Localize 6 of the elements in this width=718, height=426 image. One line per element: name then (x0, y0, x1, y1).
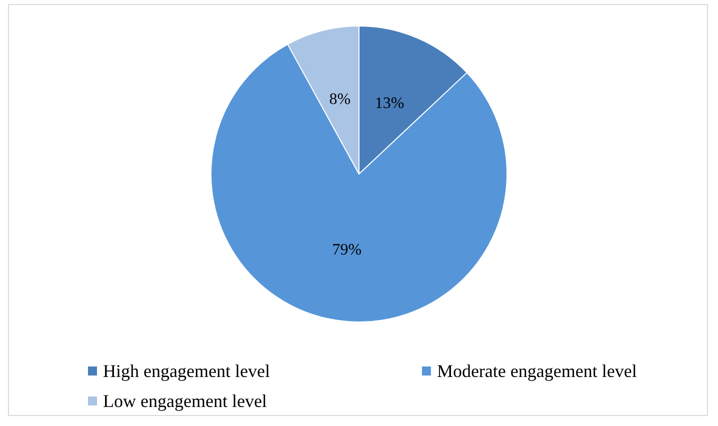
legend-label: High engagement level (103, 361, 270, 381)
legend-label: Moderate engagement level (436, 361, 637, 381)
legend-label: Low engagement level (103, 391, 267, 411)
data-label: 79% (332, 242, 362, 259)
data-label: 13% (374, 94, 404, 112)
data-label: 8% (329, 90, 351, 108)
